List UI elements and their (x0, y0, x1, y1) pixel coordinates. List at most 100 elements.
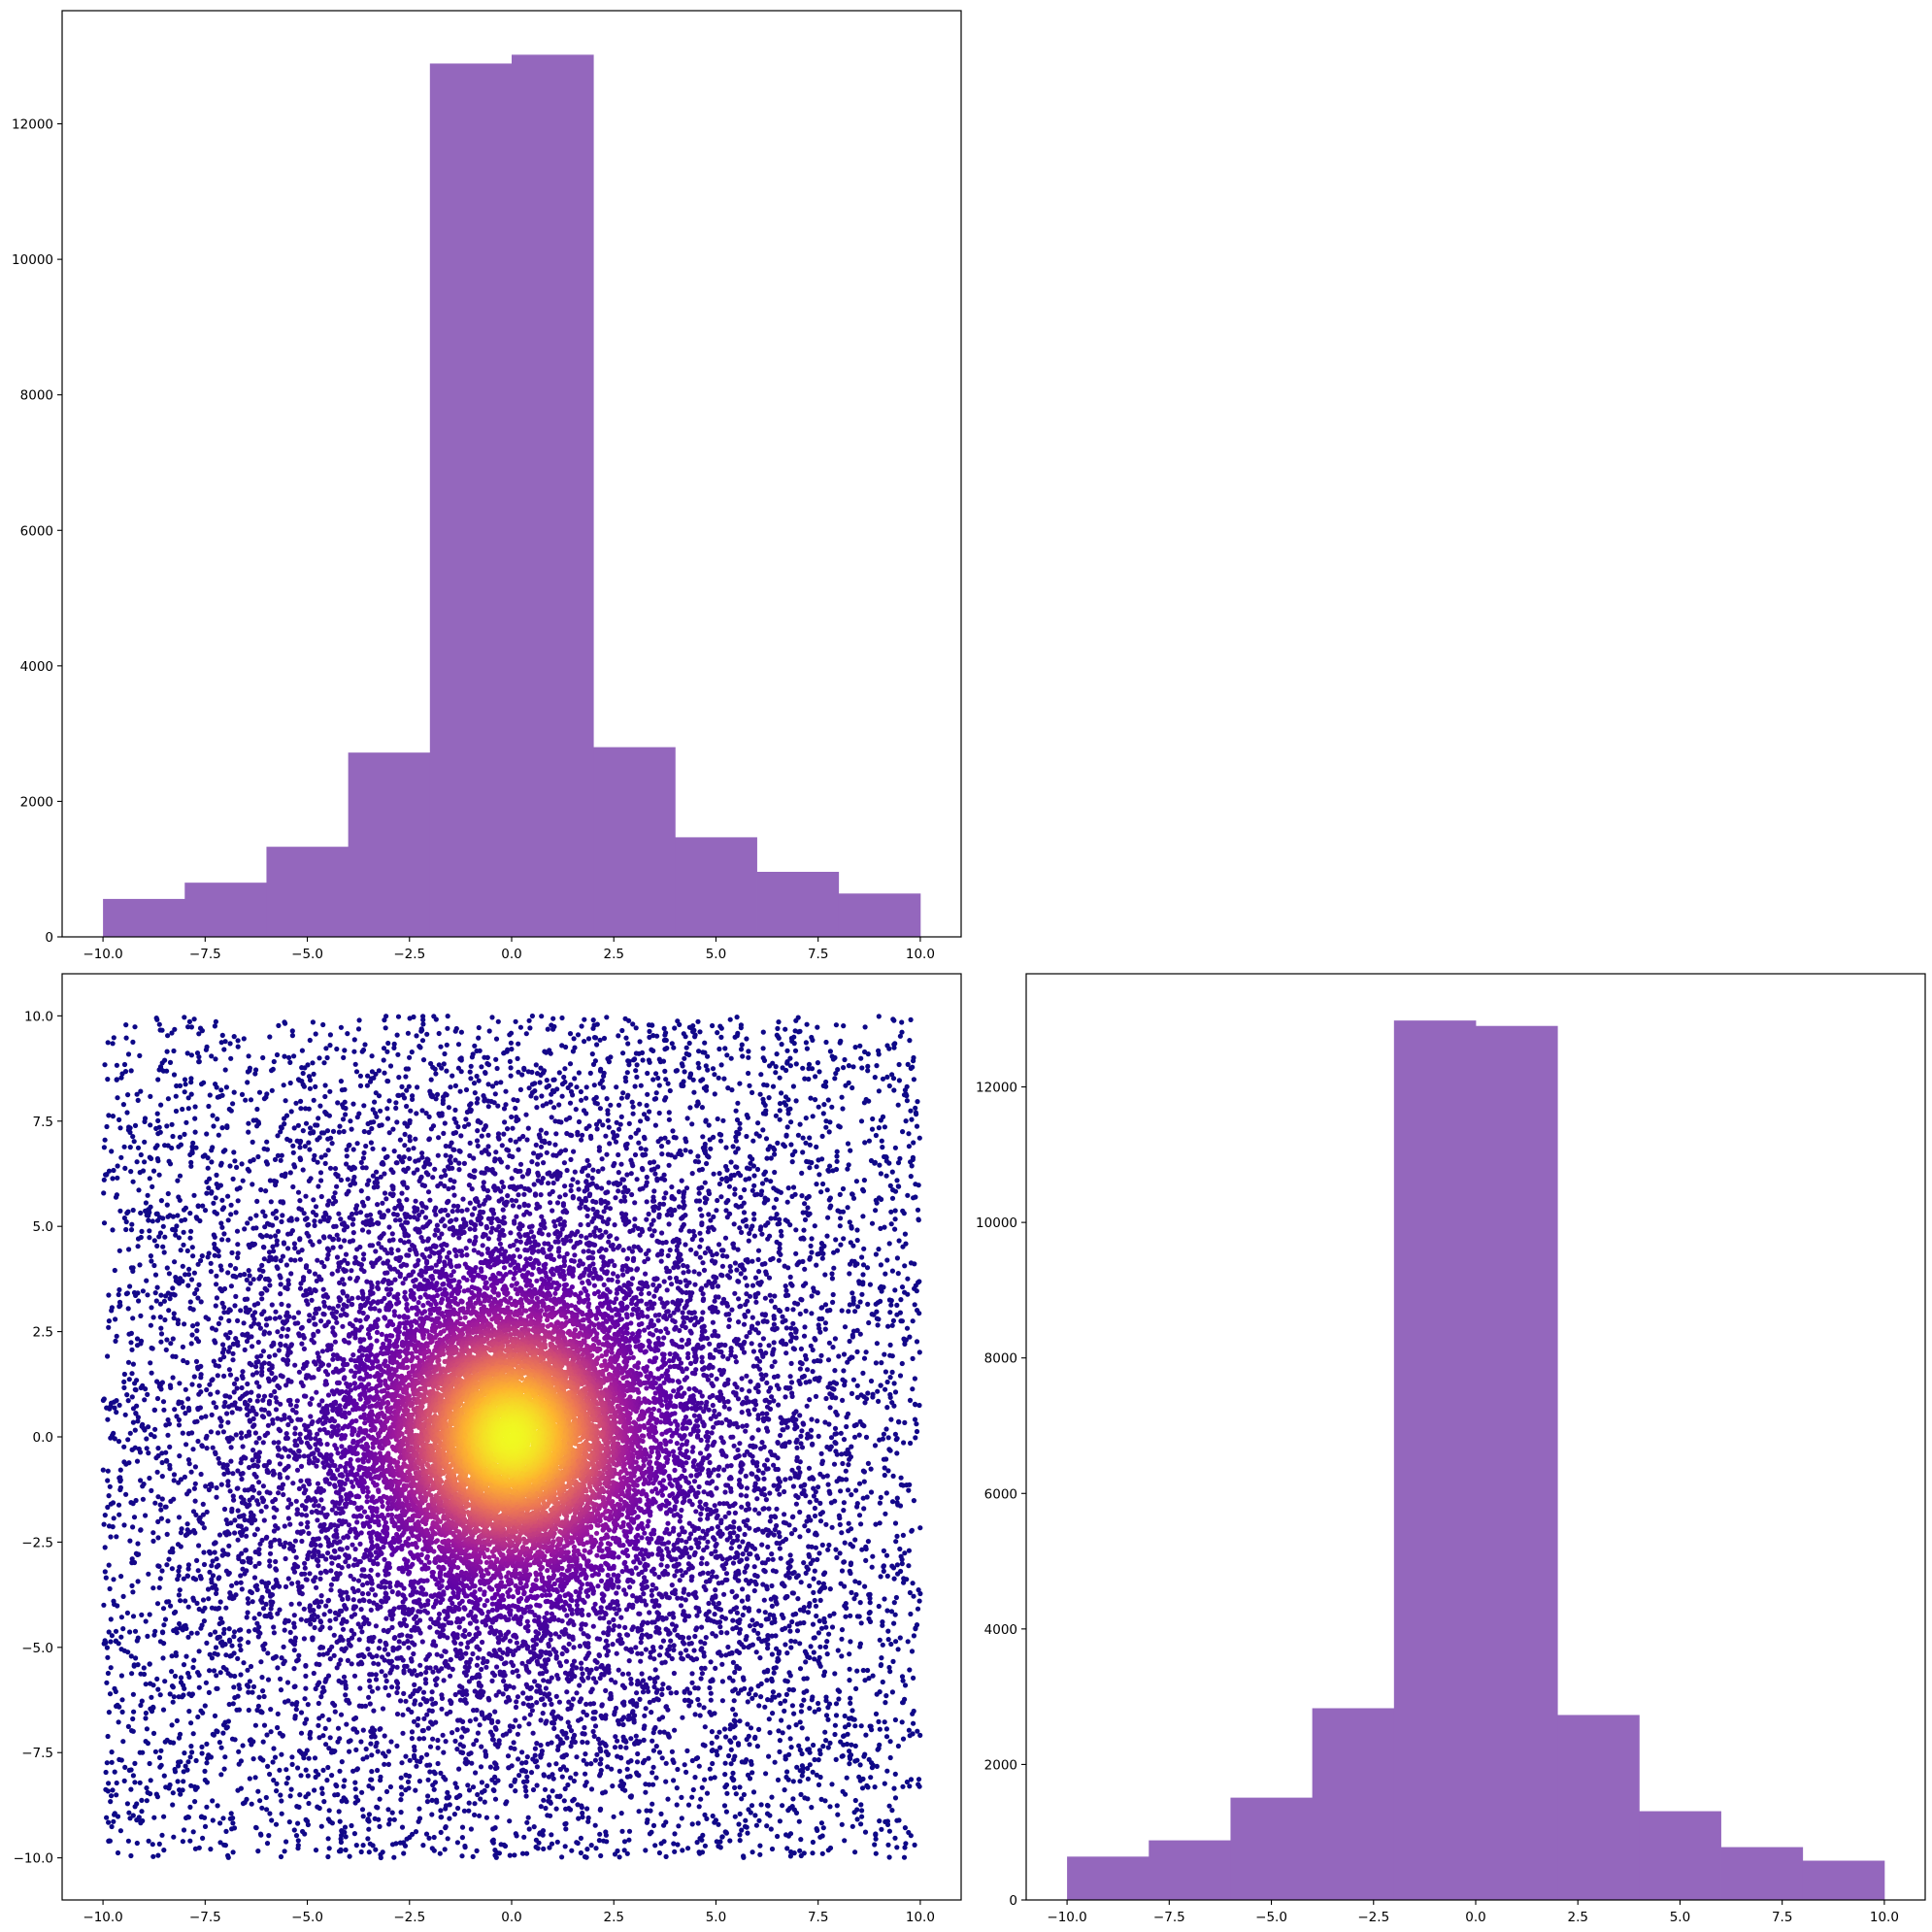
scatter-point (870, 1394, 876, 1400)
scatter-point (783, 1573, 789, 1579)
scatter-point (597, 1761, 603, 1767)
scatter-point (849, 1084, 855, 1091)
scatter-point (287, 1170, 293, 1176)
scatter-point (163, 1449, 169, 1455)
scatter-point (357, 1073, 363, 1079)
scatter-point (121, 1144, 127, 1149)
scatter-point (426, 1137, 432, 1143)
scatter-point (413, 1787, 418, 1793)
scatter-point (735, 1100, 741, 1106)
scatter-point (899, 1360, 905, 1367)
scatter-point (525, 1125, 531, 1131)
scatter-point (147, 1235, 152, 1241)
scatter-point (559, 1093, 565, 1099)
scatter-point (234, 1164, 240, 1170)
scatter-point (438, 1770, 444, 1776)
scatter-point (832, 1440, 838, 1446)
scatter-point (882, 1781, 887, 1786)
scatter-point (559, 1082, 566, 1087)
scatter-point (726, 1752, 732, 1759)
scatter-point (418, 1754, 424, 1760)
scatter-point (301, 1211, 307, 1216)
scatter-point (483, 1070, 488, 1076)
scatter-point (804, 1403, 810, 1409)
scatter-point (318, 1694, 324, 1700)
scatter-point (847, 1271, 852, 1277)
scatter-point (743, 1177, 749, 1183)
scatter-point (906, 1548, 913, 1553)
scatter-point (789, 1151, 796, 1158)
scatter-point (226, 1317, 232, 1323)
scatter-point (868, 1489, 875, 1495)
scatter-point (107, 1585, 113, 1592)
scatter-point (106, 1710, 112, 1715)
scatter-point (776, 1019, 782, 1025)
scatter-point (804, 1158, 810, 1164)
scatter-point (782, 1787, 787, 1793)
scatter-point (343, 1112, 349, 1117)
scatter-point (835, 1067, 841, 1073)
scatter-point (405, 1066, 412, 1072)
scatter-point (297, 1792, 303, 1798)
scatter-point (142, 1139, 148, 1145)
scatter-point (230, 1176, 236, 1182)
scatter-point (173, 1227, 179, 1233)
scatter-point (883, 1271, 888, 1277)
scatter-point (798, 1837, 804, 1843)
scatter-point (415, 1722, 420, 1728)
scatter-point (758, 1072, 764, 1078)
scatter-point (233, 1592, 239, 1598)
scatter-point (372, 1099, 378, 1105)
scatter-point (663, 1760, 669, 1766)
scatter-point (399, 1760, 405, 1766)
scatter-point (838, 1581, 844, 1586)
scatter-point (130, 1316, 136, 1321)
scatter-point (150, 1585, 156, 1591)
scatter-point (649, 1167, 654, 1173)
scatter-point (808, 1560, 814, 1567)
scatter-point (857, 1299, 863, 1305)
scatter-point (800, 1065, 806, 1071)
scatter-point (436, 1135, 442, 1141)
scatter-point (907, 1733, 913, 1739)
scatter-point (221, 1304, 227, 1311)
scatter-point (834, 1149, 840, 1154)
scatter-point (899, 1029, 905, 1035)
scatter-point (865, 1301, 871, 1307)
scatter-point (230, 1820, 236, 1826)
scatter-point (295, 1838, 301, 1844)
scatter-point (822, 1729, 828, 1735)
scatter-point (271, 1778, 277, 1783)
scatter-point (847, 1749, 852, 1754)
scatter-point (797, 1641, 803, 1647)
scatter-point (859, 1547, 865, 1552)
scatter-point (726, 1183, 733, 1189)
scatter-point (109, 1749, 115, 1755)
scatter-point (714, 1208, 719, 1214)
scatter-point (534, 1105, 540, 1111)
scatter-point (823, 1521, 829, 1527)
scatter-point (230, 1815, 236, 1821)
scatter-point (719, 1698, 726, 1704)
scatter-point (643, 1147, 649, 1152)
scatter-point (886, 1803, 892, 1809)
scatter-point (810, 1769, 816, 1775)
scatter-point (788, 1638, 794, 1644)
scatter-point (398, 1797, 404, 1803)
scatter-point (629, 1099, 635, 1105)
scatter-point (915, 1606, 921, 1612)
scatter-point (751, 1173, 757, 1179)
scatter-point (797, 1768, 803, 1774)
scatter-point (311, 1670, 316, 1677)
scatter-point (158, 1339, 164, 1345)
scatter-point (211, 1400, 217, 1406)
scatter-point (907, 1038, 913, 1044)
scatter-point (131, 1139, 137, 1145)
scatter-point (818, 1241, 825, 1247)
scatter-point (393, 1105, 399, 1111)
scatter-point (852, 1537, 858, 1543)
scatter-point (105, 1416, 111, 1422)
scatter-point (253, 1213, 259, 1218)
scatter-point (131, 1709, 137, 1715)
scatter-point (109, 1633, 115, 1639)
